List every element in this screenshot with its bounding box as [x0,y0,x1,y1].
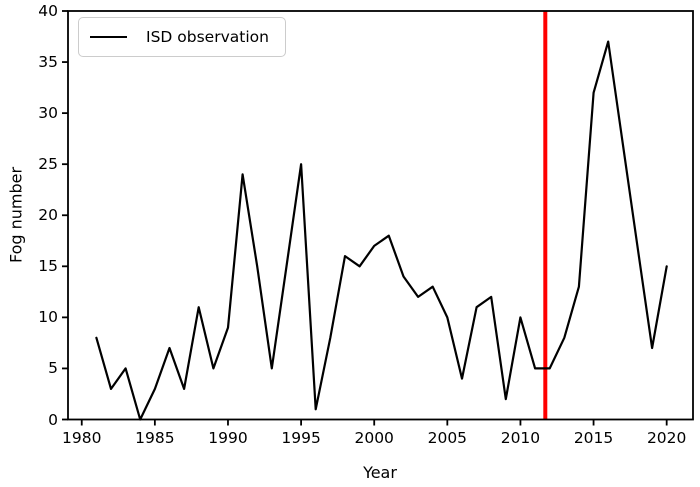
y-tick-label: 25 [38,155,58,174]
y-tick-label: 10 [38,308,58,327]
legend-label: ISD observation [146,28,269,46]
legend-line-sample [90,35,127,39]
x-tick-label: 2005 [427,428,468,447]
x-tick-label: 1980 [62,428,102,447]
y-tick-label: 20 [38,206,58,225]
plot-frame [67,10,694,421]
x-tick-label: 1995 [281,428,321,447]
y-tick-label: 30 [38,104,58,123]
y-tick-label: 40 [38,2,58,20]
x-tick-label: 2020 [646,428,687,447]
x-tick-label: 2015 [573,428,614,447]
x-axis-title: Year [363,463,397,482]
x-tick-label: 2010 [500,428,541,447]
legend: ISD observation [78,17,286,57]
isd-observation-line [95,40,668,421]
y-tick-label: 5 [48,359,58,378]
y-tick-label: 0 [48,410,58,429]
y-tick-label: 35 [38,53,58,72]
y-tick-label: 15 [38,257,58,276]
y-axis-title: Fog number [6,166,26,264]
x-tick-label: 1990 [208,428,248,447]
x-tick-label: 2000 [354,428,394,447]
x-tick-label: 1985 [135,428,175,447]
axis-ticks [62,10,668,426]
